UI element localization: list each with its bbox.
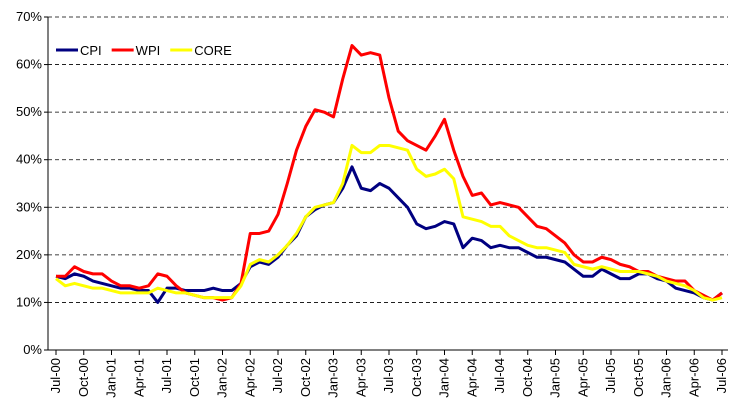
- x-tick-label: Apr-01: [131, 358, 146, 397]
- x-tick-label: Apr-02: [242, 358, 257, 397]
- x-tick-label: Jan-02: [215, 358, 230, 398]
- x-tick-label: Jan-05: [548, 358, 563, 398]
- x-tick-label: Jan-04: [437, 358, 452, 398]
- line-series: [55, 165, 723, 304]
- y-tick-label: 70%: [16, 9, 42, 24]
- legend-label: CORE: [194, 43, 232, 58]
- x-tick-label: Oct-01: [187, 358, 202, 397]
- y-tick-label: 10%: [16, 294, 42, 309]
- x-tick-label: Jul-03: [381, 358, 396, 393]
- x-tick-label: Jul-01: [159, 358, 174, 393]
- x-tick-label: Jul-05: [603, 358, 618, 393]
- x-tick-label: Jan-01: [104, 358, 119, 398]
- y-tick-label: 0%: [23, 342, 42, 357]
- x-tick-label: Jul-06: [714, 358, 729, 393]
- x-tick-label: Oct-03: [409, 358, 424, 397]
- x-tick-label: Apr-05: [575, 358, 590, 397]
- x-tick-label: Jan-03: [326, 358, 341, 398]
- x-tick-label: Jul-04: [492, 358, 507, 393]
- y-tick-label: 30%: [16, 199, 42, 214]
- line-series: [56, 44, 723, 302]
- x-tick-label: Jan-06: [659, 358, 674, 398]
- legend-label: WPI: [136, 43, 161, 58]
- x-tick-label: Jul-02: [270, 358, 285, 393]
- x-tick-label: Apr-04: [464, 358, 479, 397]
- y-tick-label: 50%: [16, 104, 42, 119]
- line-series: [55, 143, 723, 302]
- x-tick-label: Oct-02: [298, 358, 313, 397]
- legend-label: CPI: [80, 43, 102, 58]
- x-tick-label: Oct-05: [631, 358, 646, 397]
- y-tick-label: 20%: [16, 247, 42, 262]
- x-tick-label: Oct-00: [76, 358, 91, 397]
- x-tick-label: Apr-06: [686, 358, 701, 397]
- y-tick-label: 40%: [16, 152, 42, 167]
- x-tick-label: Oct-04: [520, 358, 535, 397]
- x-tick-label: Apr-03: [353, 358, 368, 397]
- y-tick-label: 60%: [16, 57, 42, 72]
- x-tick-label: Jul-00: [48, 358, 63, 393]
